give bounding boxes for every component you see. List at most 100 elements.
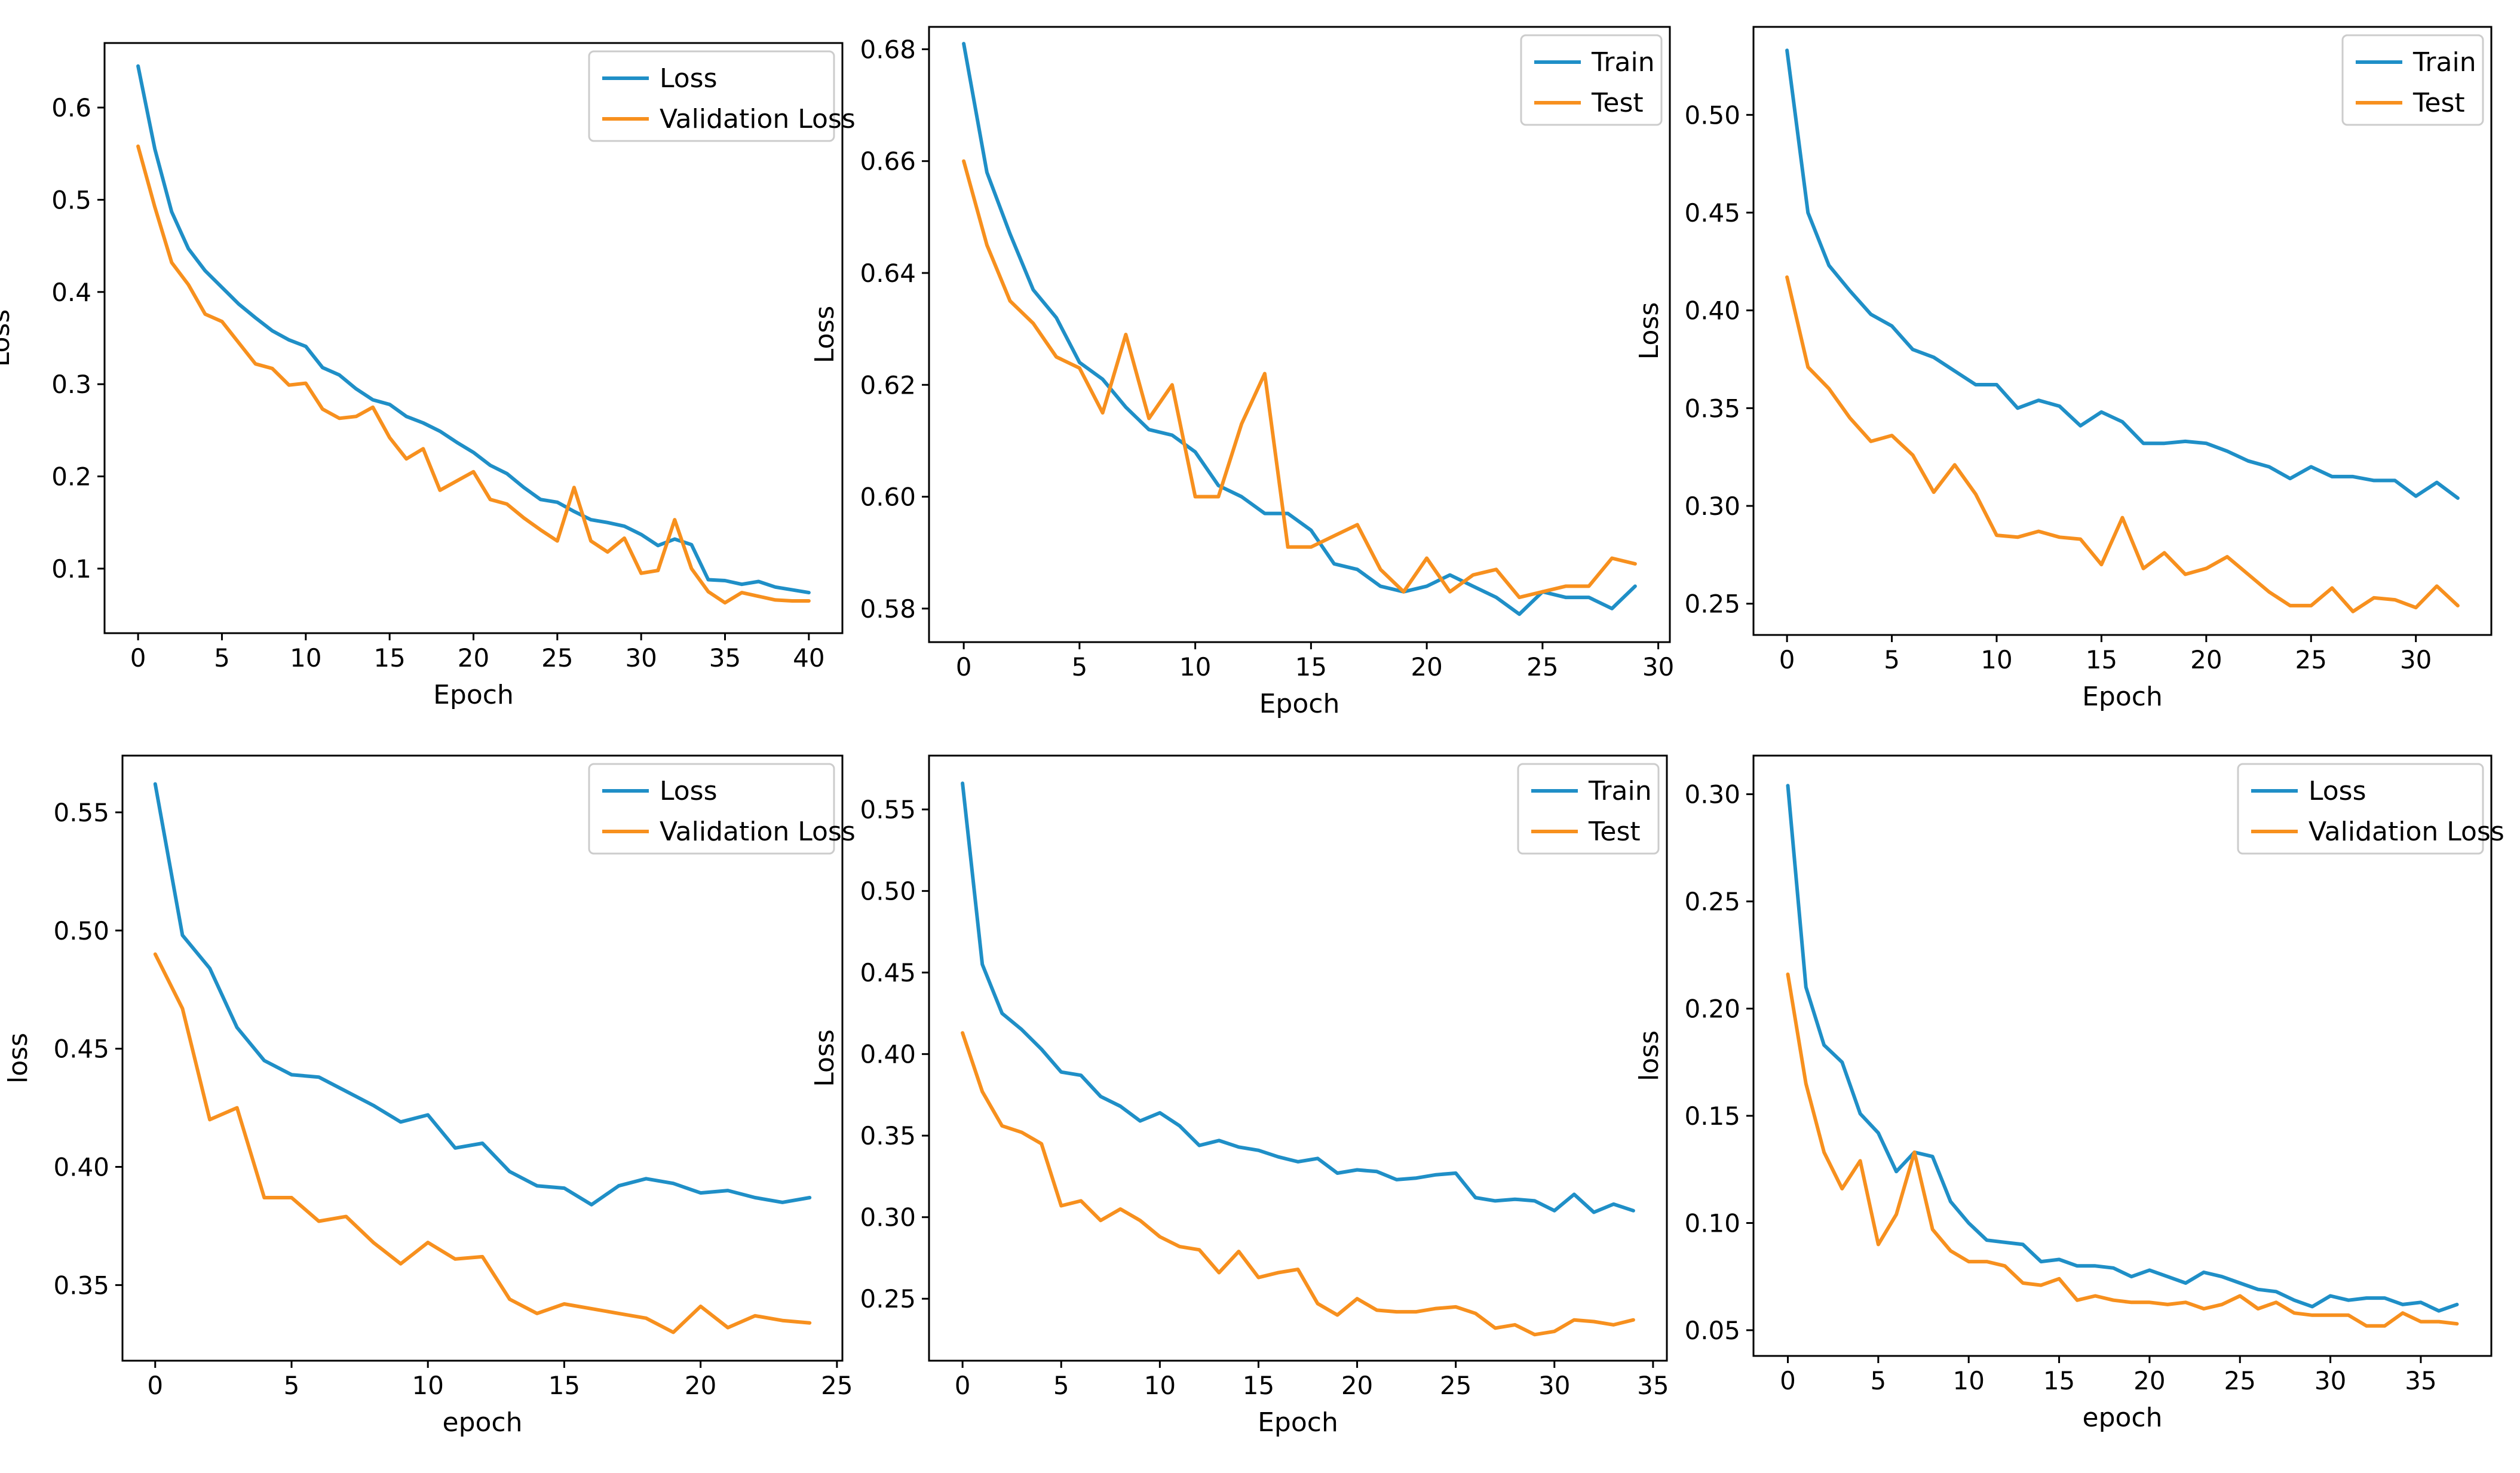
series-line-2 bbox=[962, 159, 1637, 600]
legend-label: Test bbox=[2412, 88, 2465, 118]
x-tick-label: 0 bbox=[1779, 645, 1795, 674]
legend-label: Loss bbox=[660, 776, 718, 806]
x-tick-label: 5 bbox=[1884, 645, 1900, 674]
y-axis-label: loss bbox=[1634, 1030, 1664, 1081]
plot-frame bbox=[1752, 26, 2493, 636]
y-tick-label: 0.45 bbox=[1684, 198, 1740, 228]
legend: Loss Validation Loss bbox=[588, 763, 856, 855]
x-tick-label: 20 bbox=[685, 1371, 716, 1400]
legend-label: Validation Loss bbox=[660, 104, 856, 134]
x-tick-label: 20 bbox=[1341, 1371, 1373, 1400]
x-axis-label: Epoch bbox=[2082, 682, 2163, 712]
legend-label: Train bbox=[1591, 47, 1655, 78]
legend-label: Loss bbox=[660, 63, 718, 94]
x-tick-label: 30 bbox=[2314, 1366, 2346, 1395]
y-axis-label: Loss bbox=[0, 309, 16, 367]
series-line-1 bbox=[962, 42, 1637, 616]
y-tick-label: 0.5 bbox=[51, 185, 91, 214]
x-tick-label: 25 bbox=[1440, 1371, 1471, 1400]
x-tick-label: 0 bbox=[147, 1371, 163, 1400]
chart-3: 0 5 10 15 20 25 30 0.25 0.30 0.35 0.40 0.45 0.50 Epoc… bbox=[1634, 26, 2493, 712]
y-tick-label: 0.30 bbox=[1684, 780, 1740, 809]
x-tick-label: 20 bbox=[458, 643, 489, 673]
x-tick-label: 10 bbox=[412, 1371, 443, 1400]
y-tick-label: 0.30 bbox=[1684, 492, 1740, 521]
series-line-1 bbox=[1786, 784, 2459, 1313]
plot-frame bbox=[928, 754, 1668, 1362]
legend-box bbox=[588, 763, 835, 855]
x-tick-label: 25 bbox=[2295, 645, 2327, 674]
x-tick-label: 10 bbox=[1952, 1366, 1984, 1395]
y-tick-label: 0.60 bbox=[860, 483, 916, 512]
y-tick-label: 0.30 bbox=[860, 1203, 916, 1232]
legend-label: Train bbox=[2412, 47, 2476, 78]
x-tick-label: 25 bbox=[541, 643, 573, 673]
x-tick-label: 0 bbox=[1780, 1366, 1796, 1395]
y-tick-label: 0.66 bbox=[860, 147, 916, 176]
x-tick-label: 30 bbox=[2400, 645, 2432, 674]
y-axis-label: loss bbox=[3, 1033, 33, 1084]
plot-frame bbox=[928, 26, 1671, 643]
chart-5: 0 5 10 15 20 25 30 35 0.25 0.30 0.35 0.40 0.45 0.50 0.… bbox=[810, 754, 1669, 1438]
series-line-1 bbox=[961, 781, 1635, 1214]
y-tick-label: 0.40 bbox=[53, 1153, 109, 1182]
y-tick-label: 0.55 bbox=[53, 798, 109, 827]
y-tick-label: 0.25 bbox=[1684, 887, 1740, 916]
x-tick-label: 15 bbox=[548, 1371, 580, 1400]
x-axis-label: epoch bbox=[443, 1407, 523, 1438]
x-tick-label: 25 bbox=[821, 1371, 853, 1400]
series-line-1 bbox=[153, 782, 812, 1207]
y-tick-label: 0.50 bbox=[1684, 100, 1740, 130]
x-tick-label: 10 bbox=[1144, 1371, 1176, 1400]
y-tick-label: 0.68 bbox=[860, 35, 916, 64]
plot-frame bbox=[1752, 754, 2493, 1357]
x-tick-label: 15 bbox=[2043, 1366, 2075, 1395]
legend-box bbox=[2237, 763, 2484, 855]
y-tick-label: 0.58 bbox=[860, 594, 916, 624]
x-axis-label: Epoch bbox=[1259, 689, 1340, 719]
y-tick-label: 0.62 bbox=[860, 370, 916, 400]
x-tick-label: 0 bbox=[955, 1371, 971, 1400]
legend: Train Test bbox=[1520, 34, 1663, 126]
y-tick-label: 0.10 bbox=[1684, 1208, 1740, 1238]
y-tick-label: 0.35 bbox=[53, 1271, 109, 1300]
x-tick-label: 20 bbox=[1411, 652, 1442, 682]
x-tick-label: 40 bbox=[793, 643, 824, 673]
y-tick-label: 0.50 bbox=[860, 877, 916, 906]
x-tick-label: 25 bbox=[2224, 1366, 2256, 1395]
x-tick-label: 15 bbox=[1243, 1371, 1274, 1400]
series-line-1 bbox=[1785, 48, 2460, 500]
legend-label: Train bbox=[1588, 776, 1652, 806]
y-tick-label: 0.35 bbox=[1684, 394, 1740, 423]
y-tick-label: 0.45 bbox=[860, 958, 916, 987]
legend: Loss Validation Loss bbox=[2237, 763, 2504, 855]
legend-label: Loss bbox=[2309, 776, 2366, 806]
y-axis-label: Loss bbox=[1634, 302, 1664, 360]
y-tick-label: 0.1 bbox=[51, 554, 91, 584]
y-tick-label: 0.15 bbox=[1684, 1101, 1740, 1131]
x-axis-label: Epoch bbox=[433, 680, 514, 710]
x-tick-label: 20 bbox=[2133, 1366, 2165, 1395]
series-line-2 bbox=[961, 1031, 1635, 1337]
legend: Train Test bbox=[1517, 763, 1660, 855]
y-tick-label: 0.40 bbox=[860, 1040, 916, 1069]
x-tick-label: 15 bbox=[373, 643, 405, 673]
x-tick-label: 0 bbox=[956, 652, 972, 682]
chart-1: 0 5 10 15 20 25 30 35 40 0.1 0.2 0.3 0.4 0.5 0.6 Epoch L… bbox=[0, 42, 856, 710]
series-line-2 bbox=[153, 952, 812, 1334]
x-tick-label: 10 bbox=[1981, 645, 2012, 674]
y-tick-label: 0.50 bbox=[53, 916, 109, 946]
x-tick-label: 35 bbox=[2405, 1366, 2436, 1395]
legend-label: Validation Loss bbox=[660, 817, 856, 847]
y-tick-label: 0.05 bbox=[1684, 1316, 1740, 1345]
x-tick-label: 5 bbox=[214, 643, 230, 673]
series-line-1 bbox=[136, 64, 811, 595]
x-tick-label: 20 bbox=[2190, 645, 2222, 674]
plot-frame bbox=[121, 754, 844, 1362]
legend-label: Test bbox=[1591, 88, 1644, 118]
legend: Loss Validation Loss bbox=[588, 50, 856, 142]
y-tick-label: 0.40 bbox=[1684, 296, 1740, 326]
y-tick-label: 0.6 bbox=[51, 93, 91, 122]
x-tick-label: 15 bbox=[2086, 645, 2117, 674]
x-tick-label: 5 bbox=[1053, 1371, 1069, 1400]
